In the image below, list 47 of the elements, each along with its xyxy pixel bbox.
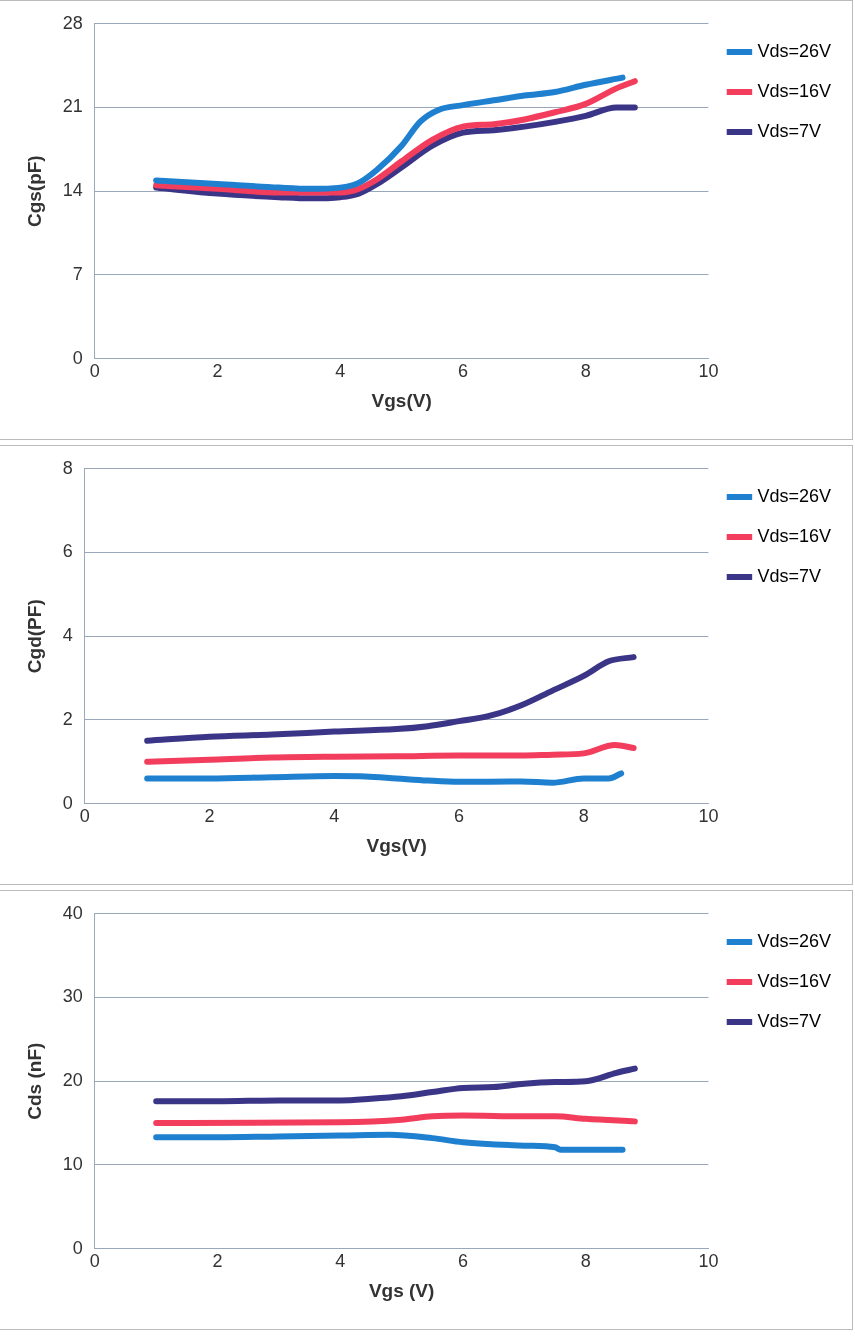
x-tick-label: 8 bbox=[580, 361, 591, 382]
y-tick-label: 40 bbox=[62, 902, 83, 923]
y-tick-label: 20 bbox=[62, 1070, 83, 1091]
x-tick-label: 10 bbox=[698, 1251, 719, 1272]
x-tick-label: 4 bbox=[335, 1251, 346, 1272]
legend-label: Vds=7V bbox=[757, 120, 821, 141]
legend-label: Vds=26V bbox=[757, 485, 832, 506]
y-axis-title: Cgs(pF) bbox=[23, 155, 45, 228]
x-tick-label: 10 bbox=[698, 806, 719, 827]
x-tick-label: 2 bbox=[204, 806, 215, 827]
legend-label: Vds=7V bbox=[757, 1010, 821, 1031]
legend-label: Vds=26V bbox=[757, 930, 832, 951]
x-tick-label: 4 bbox=[329, 806, 340, 827]
x-tick-label: 10 bbox=[698, 361, 719, 382]
x-tick-label: 2 bbox=[212, 1251, 223, 1272]
y-tick-label: 2 bbox=[62, 708, 73, 729]
y-axis-title: Cds (nF) bbox=[23, 1042, 45, 1120]
x-tick-label: 2 bbox=[212, 361, 223, 382]
x-tick-label: 0 bbox=[89, 1251, 100, 1272]
y-axis-title: Cgd(PF) bbox=[23, 599, 45, 674]
y-tick-label: 28 bbox=[62, 12, 83, 33]
x-axis-title: Vgs(V) bbox=[366, 834, 427, 856]
x-tick-label: 4 bbox=[335, 361, 346, 382]
y-tick-label: 8 bbox=[62, 457, 73, 478]
y-tick-label: 30 bbox=[62, 986, 83, 1007]
y-tick-label: 14 bbox=[62, 180, 83, 201]
legend-label: Vds=26V bbox=[757, 40, 832, 61]
y-tick-label: 6 bbox=[62, 541, 73, 562]
legend-label: Vds=16V bbox=[757, 80, 832, 101]
legend-label: Vds=16V bbox=[757, 970, 832, 991]
x-tick-label: 6 bbox=[457, 1251, 468, 1272]
x-tick-label: 8 bbox=[578, 806, 589, 827]
y-tick-label: 4 bbox=[62, 625, 73, 646]
legend-label: Vds=7V bbox=[757, 565, 821, 586]
y-tick-label: 0 bbox=[72, 1237, 83, 1258]
x-axis-title: Vgs (V) bbox=[368, 1279, 435, 1301]
x-tick-label: 8 bbox=[580, 1251, 591, 1272]
y-tick-label: 0 bbox=[72, 347, 83, 368]
y-tick-label: 21 bbox=[62, 96, 83, 117]
y-tick-label: 7 bbox=[72, 263, 83, 284]
x-tick-label: 6 bbox=[457, 361, 468, 382]
x-tick-label: 6 bbox=[453, 806, 464, 827]
legend-label: Vds=16V bbox=[757, 525, 832, 546]
x-axis-title: Vgs(V) bbox=[371, 389, 432, 411]
y-tick-label: 10 bbox=[62, 1153, 83, 1174]
x-tick-label: 0 bbox=[89, 361, 100, 382]
y-tick-label: 0 bbox=[62, 792, 73, 813]
